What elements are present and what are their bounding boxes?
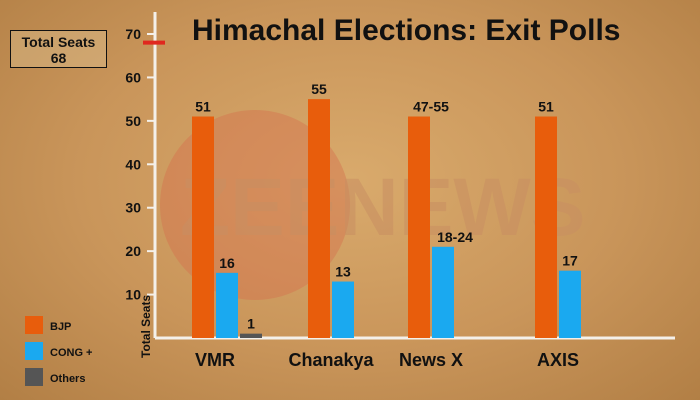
bar-bjp xyxy=(308,99,330,339)
y-axis: 10 20 30 40 50 60 70 xyxy=(125,12,675,340)
category-label: VMR xyxy=(195,350,235,370)
legend-label: BJP xyxy=(50,321,71,333)
category-label: Chanakya xyxy=(288,350,374,370)
bar-value-label: 1 xyxy=(247,316,255,332)
category-labels: VMR Chanakya News X AXIS xyxy=(195,350,579,370)
y-tick-label: 60 xyxy=(125,69,141,85)
watermark: ZEENEWS xyxy=(160,110,585,300)
y-tick-label: 70 xyxy=(125,26,141,42)
category-label: News X xyxy=(399,350,463,370)
bar-value-label: 16 xyxy=(219,255,235,271)
legend-swatch xyxy=(25,316,43,334)
bar-value-label: 17 xyxy=(562,253,578,269)
bar-cong xyxy=(559,270,581,338)
bars: 51 16 1 55 13 47-55 18-24 51 17 xyxy=(192,81,581,339)
category-label: AXIS xyxy=(537,350,579,370)
total-seats-box: Total Seats 68 xyxy=(10,30,107,68)
bar-bjp xyxy=(192,116,214,338)
total-seats-value: 68 xyxy=(50,50,67,66)
legend-label: CONG + xyxy=(50,347,92,359)
watermark-text: ZEENEWS xyxy=(180,162,585,253)
bar-value-label: 47-55 xyxy=(413,99,449,115)
bar-cong xyxy=(332,281,354,338)
legend: BJP CONG + Others xyxy=(25,316,92,386)
bar-cong xyxy=(216,272,238,338)
bar-cong xyxy=(432,246,454,338)
y-tick-label: 20 xyxy=(125,243,141,259)
chart-title: Himachal Elections: Exit Polls xyxy=(192,14,620,47)
bar-value-label: 13 xyxy=(335,264,351,280)
bar-value-label: 51 xyxy=(195,99,211,115)
y-tick-label: 30 xyxy=(125,200,141,216)
y-tick-label: 50 xyxy=(125,113,141,129)
legend-label: Others xyxy=(50,373,85,385)
bar-bjp xyxy=(535,116,557,338)
bar-value-label: 51 xyxy=(538,99,554,115)
bar-value-label: 18-24 xyxy=(437,229,473,245)
bar-value-label: 55 xyxy=(311,81,327,97)
bar-others xyxy=(240,333,262,338)
y-axis-label: Total Seats xyxy=(139,295,153,358)
bar-bjp xyxy=(408,116,430,338)
y-tick-label: 10 xyxy=(125,287,141,303)
legend-swatch xyxy=(25,342,43,360)
legend-swatch xyxy=(25,368,43,386)
y-tick-label: 40 xyxy=(125,156,141,172)
total-seats-label: Total Seats xyxy=(21,34,96,50)
